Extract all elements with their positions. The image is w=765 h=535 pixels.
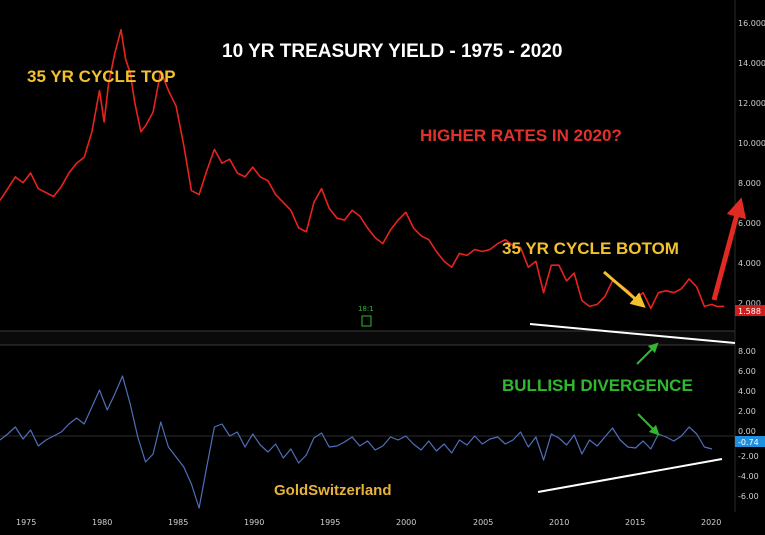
yield-last-value: 1.588 (738, 307, 761, 316)
ratio-marker-box (361, 315, 372, 327)
yield-last-value-badge: 1.588 (735, 305, 765, 316)
top-panel (0, 0, 735, 330)
x-tick-label: 1975 (16, 518, 36, 527)
ratio-marker: 18:1 (358, 305, 374, 327)
oscillator-last-value-badge: -0.74 (735, 436, 765, 447)
lower-trendline (537, 458, 723, 493)
x-tick-label: 1990 (244, 518, 264, 527)
bottom-y-tick-label: 4.00 (738, 387, 756, 396)
x-tick-label: 1995 (320, 518, 340, 527)
chart-title: 10 YR TREASURY YIELD - 1975 - 2020 (222, 41, 562, 62)
oscillator-last-value: -0.74 (738, 438, 759, 447)
x-tick-label: 1985 (168, 518, 188, 527)
bottom-y-tick-label: -2.00 (738, 452, 759, 461)
bottom-y-tick-label: 6.00 (738, 367, 756, 376)
ratio-marker-label: 18:1 (358, 305, 374, 313)
x-tick-label: 2005 (473, 518, 493, 527)
top-y-tick-label: 2.000 (738, 299, 761, 308)
top-y-tick-label: 4.000 (738, 259, 761, 268)
yellow-arrow (603, 270, 646, 308)
x-tick-label: 2015 (625, 518, 645, 527)
top-y-tick-label: 12.000 (738, 99, 765, 108)
panel-separator (0, 331, 735, 345)
higher-rates-annotation: HIGHER RATES IN 2020? (420, 126, 622, 145)
upper-trendline (529, 323, 736, 344)
x-tick-label: 2010 (549, 518, 569, 527)
yield-series-line (0, 28, 725, 310)
x-tick-label: 2020 (701, 518, 721, 527)
cycle-bottom-annotation: 35 YR CYCLE BOTOM (502, 239, 679, 258)
watermark-goldswitzerland: GoldSwitzerland (274, 482, 392, 499)
bottom-y-tick-label: -4.00 (738, 472, 759, 481)
bottom-y-axis: 8.00 6.00 4.00 2.00 0.00 -2.00 -4.00 -6.… (738, 347, 759, 501)
top-y-axis: 16.000 14.000 12.000 10.000 8.000 6.000 … (738, 19, 765, 308)
cycle-top-annotation: 35 YR CYCLE TOP (27, 67, 176, 86)
top-y-tick-label: 14.000 (738, 59, 765, 68)
x-axis: 1975 1980 1985 1990 1995 2000 2005 2010 … (16, 518, 721, 527)
red-up-arrow (711, 197, 747, 301)
top-y-tick-label: 10.000 (738, 139, 765, 148)
oscillator-series-line (0, 375, 713, 509)
bottom-y-tick-label: -6.00 (738, 492, 759, 501)
top-y-tick-label: 6.000 (738, 219, 761, 228)
x-tick-label: 2000 (396, 518, 416, 527)
bottom-y-tick-label: 0.00 (738, 427, 756, 436)
top-y-tick-label: 8.000 (738, 179, 761, 188)
bullish-divergence-annotation: BULLISH DIVERGENCE (502, 376, 693, 395)
bottom-y-tick-label: 8.00 (738, 347, 756, 356)
x-tick-label: 1980 (92, 518, 112, 527)
bottom-y-tick-label: 2.00 (738, 407, 756, 416)
green-arrow-lower (637, 413, 660, 436)
top-y-tick-label: 16.000 (738, 19, 765, 28)
green-arrow-upper (636, 342, 659, 365)
